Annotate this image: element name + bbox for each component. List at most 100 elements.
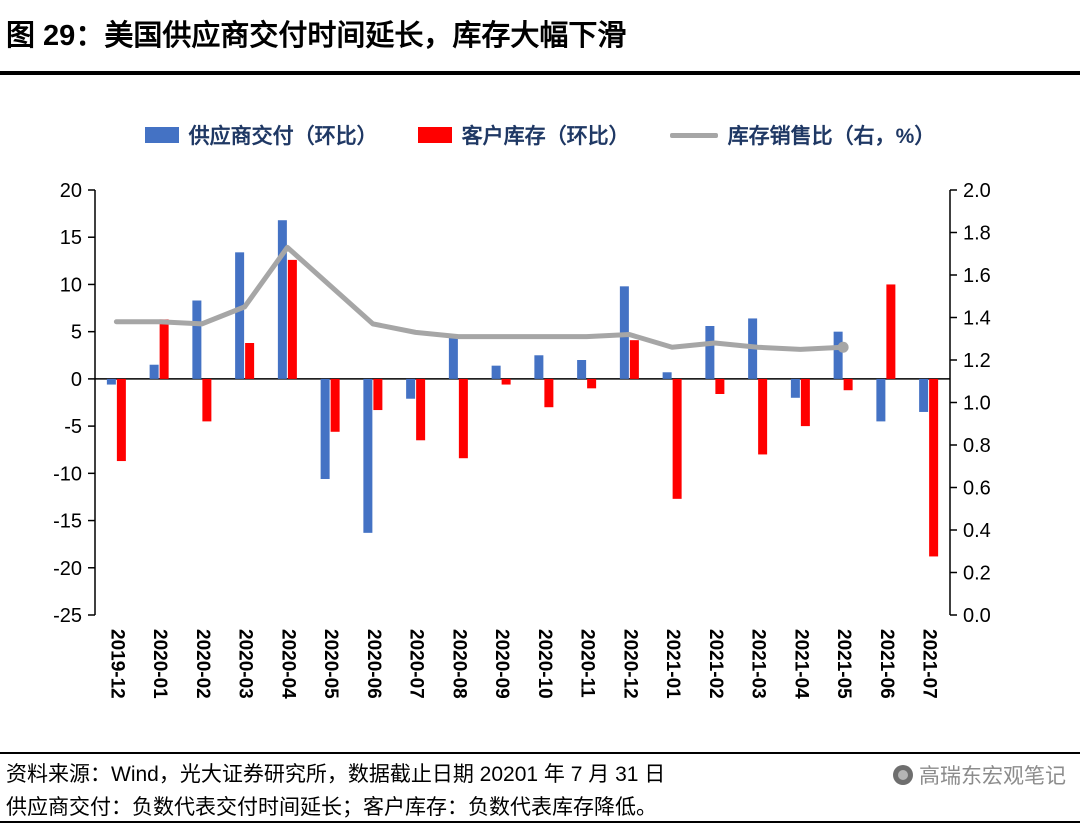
legend-swatch-gray-line-icon xyxy=(669,132,718,138)
bar xyxy=(758,378,768,455)
bar xyxy=(202,378,212,422)
bar xyxy=(416,378,426,441)
svg-text:0.6: 0.6 xyxy=(963,478,991,500)
source-line: 资料来源：Wind，光大证券研究所，数据截止日期 20201 年 7 月 31 … xyxy=(6,758,1074,788)
svg-text:10: 10 xyxy=(60,274,82,296)
footer-divider-bottom xyxy=(0,821,1080,823)
svg-text:2021-04: 2021-04 xyxy=(790,629,811,699)
bar xyxy=(373,378,383,411)
svg-text:15: 15 xyxy=(60,227,82,249)
bar xyxy=(159,319,169,379)
svg-text:2.0: 2.0 xyxy=(963,180,991,202)
watermark: 高瑞东宏观笔记 xyxy=(893,760,1066,790)
bar xyxy=(106,378,116,385)
bar xyxy=(587,378,597,389)
bar xyxy=(363,378,373,533)
bar xyxy=(287,259,297,379)
legend-label-inventory-sales-ratio: 库存销售比（右，%） xyxy=(727,125,936,148)
bar xyxy=(448,336,458,379)
svg-text:2020-06: 2020-06 xyxy=(363,629,384,699)
legend-item-inventory-sales-ratio: 库存销售比（右，%） xyxy=(669,120,936,150)
bar xyxy=(715,378,725,394)
bar xyxy=(629,340,639,379)
bar xyxy=(192,300,202,379)
svg-text:1.4: 1.4 xyxy=(963,308,991,330)
legend-item-customer-inventory: 客户库存（环比） xyxy=(417,120,630,150)
svg-text:2020-02: 2020-02 xyxy=(192,629,213,699)
chart-legend: 供应商交付（环比） 客户库存（环比） 库存销售比（右，%） xyxy=(0,120,1080,150)
watermark-text: 高瑞东宏观笔记 xyxy=(919,765,1066,788)
bar xyxy=(320,378,330,479)
legend-label-customer-inventory: 客户库存（环比） xyxy=(461,125,630,148)
bar xyxy=(843,378,853,391)
svg-text:1.0: 1.0 xyxy=(963,393,991,415)
svg-text:2020-09: 2020-09 xyxy=(491,629,512,699)
right-axis: 0.0 0.2 0.4 0.6 0.8 1.0 1.2 1.4 1.6 1.8 2.0 xyxy=(949,180,991,627)
svg-text:2020-12: 2020-12 xyxy=(619,629,640,699)
svg-text:5: 5 xyxy=(71,322,82,344)
bar xyxy=(534,355,544,379)
svg-text:0.2: 0.2 xyxy=(963,563,991,585)
bar xyxy=(800,378,810,427)
svg-text:1.6: 1.6 xyxy=(963,265,991,287)
x-axis-labels: 2019-12 2020-01 2020-02 2020-03 2020-04 2020-… xyxy=(106,629,939,699)
bar xyxy=(833,331,843,379)
chart-plot-area: -25 -20 -15 -10 -5 0 5 10 15 20 0.0 0.2 0.4 0.6 0.8 1.0… xyxy=(53,180,991,699)
note-line: 供应商交付：负数代表交付时间延长；客户库存：负数代表库存降低。 xyxy=(6,796,657,819)
legend-swatch-red xyxy=(417,127,452,143)
svg-text:-15: -15 xyxy=(53,511,82,533)
bar xyxy=(929,378,939,557)
legend-label-supplier-delivery: 供应商交付（环比） xyxy=(188,125,378,148)
svg-text:2021-05: 2021-05 xyxy=(833,629,854,699)
bars-customer-inventory xyxy=(116,259,939,557)
svg-text:0.8: 0.8 xyxy=(963,435,991,457)
svg-text:2020-08: 2020-08 xyxy=(448,629,469,699)
title-divider xyxy=(0,71,1080,75)
svg-text:2021-01: 2021-01 xyxy=(662,629,683,699)
svg-text:2021-03: 2021-03 xyxy=(748,629,769,699)
footer-divider-top xyxy=(0,752,1080,754)
bar xyxy=(577,360,587,379)
svg-text:2021-06: 2021-06 xyxy=(876,629,897,699)
line-end-marker xyxy=(837,341,849,353)
bar xyxy=(544,378,554,408)
bar xyxy=(406,378,416,399)
svg-text:-20: -20 xyxy=(53,558,82,580)
bar xyxy=(277,220,287,379)
bar xyxy=(458,378,468,459)
svg-text:2020-10: 2020-10 xyxy=(534,629,555,699)
svg-text:2020-04: 2020-04 xyxy=(277,629,298,699)
figure-title: 图 29：美国供应商交付时间延长，库存大幅下滑 xyxy=(6,20,627,52)
bar xyxy=(116,378,126,462)
svg-text:0.0: 0.0 xyxy=(963,605,991,627)
source-text: 资料来源：Wind，光大证券研究所，数据截止日期 20201 年 7 月 31 … xyxy=(6,763,666,786)
svg-text:2021-02: 2021-02 xyxy=(705,629,726,699)
svg-text:2019-12: 2019-12 xyxy=(106,629,127,699)
svg-text:2020-11: 2020-11 xyxy=(577,629,598,698)
svg-text:20: 20 xyxy=(60,180,82,202)
bar xyxy=(672,378,682,499)
watermark-logo-icon xyxy=(893,765,913,785)
bar xyxy=(790,378,800,398)
bar xyxy=(662,372,672,379)
bar xyxy=(245,343,255,379)
bar xyxy=(876,378,886,422)
legend-item-supplier-delivery: 供应商交付（环比） xyxy=(144,120,378,150)
svg-text:0.4: 0.4 xyxy=(963,520,991,542)
svg-text:2020-01: 2020-01 xyxy=(149,629,170,699)
svg-text:-25: -25 xyxy=(53,605,82,627)
svg-text:2021-07: 2021-07 xyxy=(919,629,940,699)
bar xyxy=(919,378,929,412)
bar xyxy=(235,252,245,379)
bar xyxy=(705,326,715,379)
svg-text:2020-05: 2020-05 xyxy=(320,629,341,699)
left-axis: -25 -20 -15 -10 -5 0 5 10 15 20 xyxy=(53,180,96,627)
legend-swatch-blue xyxy=(144,127,179,143)
bars-supplier-delivery xyxy=(106,220,929,533)
bar xyxy=(330,378,340,432)
bar xyxy=(886,284,896,379)
svg-text:-10: -10 xyxy=(53,463,82,485)
inventory-sales-ratio-line xyxy=(113,244,849,353)
bar xyxy=(491,365,501,379)
svg-text:1.2: 1.2 xyxy=(963,350,991,372)
